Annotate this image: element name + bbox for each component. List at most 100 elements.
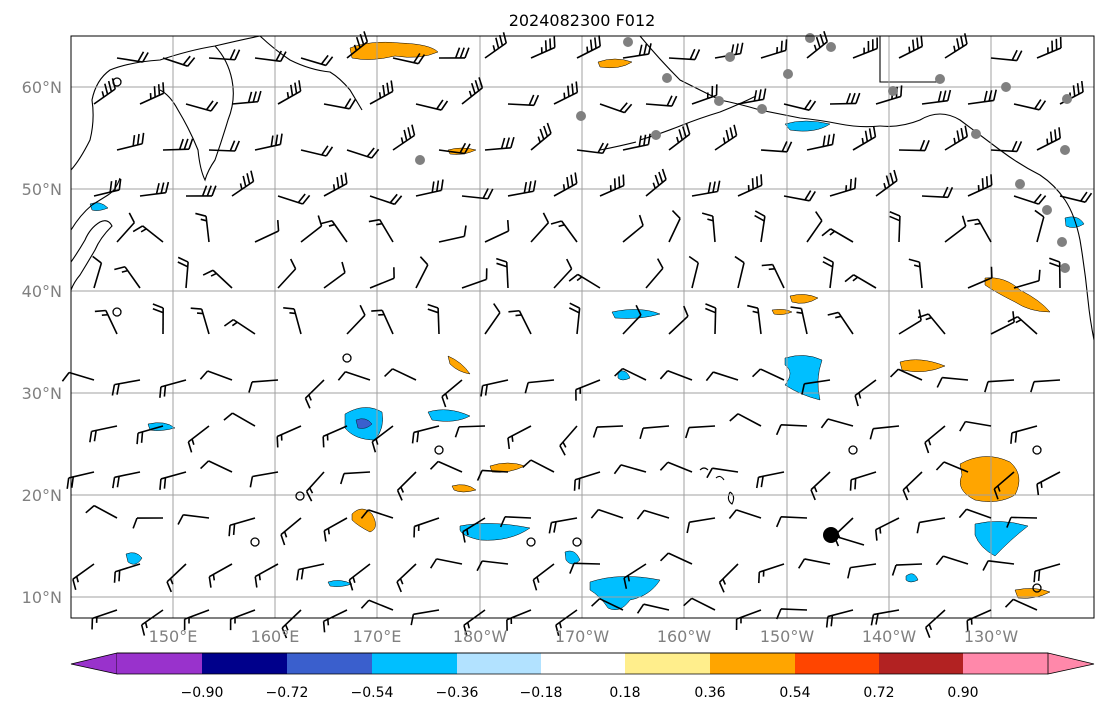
station-dot: [805, 33, 815, 43]
wind-barb: [116, 51, 149, 63]
wind-barb: [967, 89, 997, 105]
wind-barb-feather: [201, 185, 208, 197]
wind-barb-feather: [413, 53, 421, 64]
wind-barb-feather: [960, 127, 965, 140]
wind-barb: [775, 423, 808, 436]
calm-wind-circle: [572, 537, 582, 547]
wind-barb-feather: [177, 256, 189, 263]
wind-barb: [322, 425, 348, 448]
wind-barb-feather: [339, 473, 345, 485]
wind-barb: [337, 370, 371, 381]
wind-barb-feather: [478, 77, 484, 89]
wind-barb-feather: [835, 315, 842, 319]
wind-barb-feather: [427, 303, 439, 309]
wind-barb-feather: [997, 485, 1001, 492]
wind-barb-feather: [332, 184, 336, 191]
wind-barb: [686, 517, 716, 534]
lat-label: 40°N: [22, 282, 62, 301]
wind-barb: [484, 136, 515, 151]
map-title: 2024082300 F012: [509, 11, 656, 30]
wind-barb-feather: [682, 126, 687, 138]
wind-barb-feather: [1046, 138, 1049, 145]
wind-barb: [797, 558, 831, 569]
wind-barb-feather: [511, 435, 514, 442]
wind-barb-feather: [1084, 192, 1093, 203]
wind-barb-feather: [113, 571, 116, 583]
wind-barb-feather: [849, 479, 852, 491]
wind-barb-feather: [375, 438, 379, 445]
wind-barb-feather: [327, 619, 330, 626]
wind-barb: [569, 562, 601, 574]
wind-barb: [854, 379, 877, 407]
wind-barb-feather: [947, 186, 954, 198]
lon-label: 170°W: [555, 627, 610, 646]
wind-barb: [734, 255, 745, 289]
wind-barb-feather: [417, 54, 426, 65]
wind-barb: [659, 461, 693, 473]
wind-barb: [936, 376, 969, 388]
wind-barb: [1059, 191, 1093, 203]
wind-barb-feather: [211, 185, 217, 197]
positive-contour: [597, 58, 633, 69]
wind-barb-feather: [920, 35, 924, 47]
wind-barb-feather: [893, 169, 898, 181]
wind-barb: [944, 125, 968, 151]
station-dot: [935, 74, 945, 84]
wind-barb-shaft: [668, 315, 689, 335]
wind-barb: [461, 268, 488, 289]
lat-label: 60°N: [22, 78, 62, 97]
wind-barb-feather: [376, 222, 383, 226]
wind-barb-feather: [141, 132, 145, 144]
wind-barb-feather: [162, 82, 165, 94]
wind-barb-feather: [566, 258, 573, 270]
wind-barb: [524, 379, 555, 394]
wind-barb-shaft: [965, 420, 992, 427]
wind-barb-feather: [992, 89, 997, 101]
wind-barb: [1036, 36, 1062, 59]
wind-barb-feather: [1038, 269, 1041, 281]
wind-barb-feather: [1030, 381, 1035, 393]
wind-barb-shaft: [252, 379, 279, 383]
calm-wind-circle: [342, 353, 352, 363]
wind-barb: [898, 35, 924, 59]
wind-barb: [254, 563, 279, 588]
wind-barb-feather: [602, 143, 609, 154]
wind-barb-feather: [118, 570, 121, 582]
wind-barb-shaft: [919, 517, 946, 524]
wind-barb-shaft: [667, 461, 693, 473]
wind-barb: [869, 425, 900, 440]
japan-coastline: [70, 220, 113, 291]
wind-barb: [162, 138, 194, 151]
wind-barb: [639, 425, 670, 440]
wind-barb: [688, 255, 700, 289]
wind-barb-feather: [476, 560, 483, 572]
wind-barb-feather: [212, 574, 216, 581]
wind-barb-feather: [786, 141, 793, 153]
wind-barb-feather: [722, 578, 727, 585]
wind-barb-feather: [780, 40, 783, 52]
wind-barb-feather: [163, 477, 167, 489]
map-frame-border: [70, 35, 1095, 619]
wind-barb-feather: [734, 255, 745, 264]
wind-barb: [496, 257, 509, 289]
wind-barb: [177, 513, 210, 525]
wind-barb-feather: [1049, 262, 1060, 268]
wind-barb-feather: [902, 489, 909, 501]
wind-barb-feather: [627, 575, 631, 582]
wind-barb-feather: [804, 190, 812, 201]
wind-barb: [461, 77, 484, 105]
wind-barb-feather: [1072, 85, 1076, 97]
wind-barb-feather: [355, 36, 361, 48]
wind-barb-feather: [242, 175, 247, 187]
wind-barb-feather: [575, 81, 579, 93]
wind-barb-shaft: [484, 230, 509, 243]
wind-barb-feather: [735, 43, 739, 55]
wind-barb: [277, 258, 297, 289]
wind-barb: [984, 379, 1015, 393]
wind-barb: [300, 54, 334, 67]
wind-barb: [476, 469, 509, 481]
wind-barb-feather: [382, 84, 386, 97]
wind-barb-feather: [163, 385, 167, 397]
wind-barb-feather: [568, 307, 580, 314]
